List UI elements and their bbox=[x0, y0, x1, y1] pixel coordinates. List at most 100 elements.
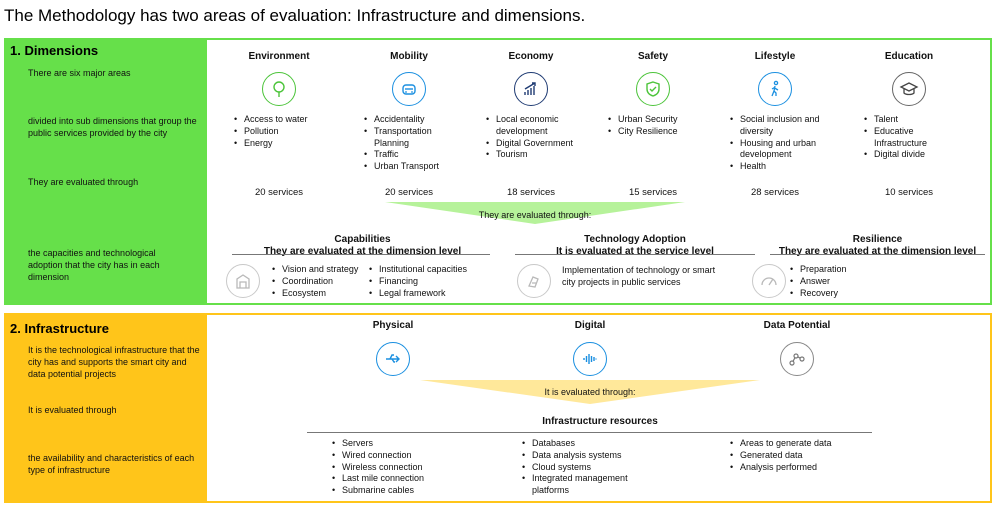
list-item: Data analysis systems bbox=[522, 450, 662, 462]
dimension-subareas-list: Urban SecurityCity Resilience bbox=[608, 114, 704, 138]
list-item: Local economic development bbox=[486, 114, 582, 138]
infrastructure-intro-text: It is the technological infrastructure t… bbox=[28, 345, 200, 379]
technology-divider bbox=[515, 254, 755, 255]
infrastructure-resources-title: Infrastructure resources bbox=[542, 416, 658, 427]
dimensions-evaluated-text: They are evaluated through bbox=[28, 177, 139, 187]
resources-digital-list: Databases Data analysis systems Cloud sy… bbox=[522, 438, 662, 497]
services-count: 20 services bbox=[254, 187, 304, 198]
list-item: Areas to generate data bbox=[730, 438, 832, 450]
hand-device-icon bbox=[517, 264, 551, 298]
dimensions-content-panel bbox=[207, 38, 992, 305]
services-count: 18 services bbox=[506, 187, 556, 198]
dimension-area-title: Mobility bbox=[390, 51, 428, 62]
resilience-divider bbox=[770, 254, 985, 255]
list-item: Energy bbox=[234, 138, 330, 150]
list-item: Financing bbox=[369, 276, 467, 288]
dimension-area-title: Lifestyle bbox=[754, 51, 796, 62]
infrastructure-side-panel: 2. Infrastructure It is the technologica… bbox=[4, 313, 207, 503]
list-item: Vision and strategy bbox=[272, 264, 358, 276]
technology-title: Technology Adoption It is evaluated at t… bbox=[515, 234, 755, 258]
shield-check-icon bbox=[636, 72, 670, 106]
dimension-subareas-list: Access to waterPollutionEnergy bbox=[234, 114, 330, 149]
services-count: 10 services bbox=[884, 187, 934, 198]
resilience-title-text: Resilience bbox=[852, 234, 903, 245]
infrastructure-evaluated-text: It is evaluated through bbox=[28, 405, 117, 415]
resilience-list: Preparation Answer Recovery bbox=[790, 264, 847, 299]
list-item: Access to water bbox=[234, 114, 330, 126]
technology-text: Implementation of technology or smart ci… bbox=[562, 265, 716, 287]
list-item: Preparation bbox=[790, 264, 847, 276]
resources-data-list: Areas to generate data Generated data An… bbox=[730, 438, 832, 473]
resources-divider bbox=[307, 432, 872, 433]
list-item: Urban Transport bbox=[364, 161, 460, 173]
list-item: Recovery bbox=[790, 288, 847, 300]
technology-title-text: Technology Adoption bbox=[584, 234, 686, 245]
list-item: Generated data bbox=[730, 450, 832, 462]
building-icon bbox=[226, 264, 260, 298]
car-icon bbox=[392, 72, 426, 106]
graduation-cap-icon bbox=[892, 72, 926, 106]
resilience-title: Resilience They are evaluated at the dim… bbox=[770, 234, 985, 258]
resources-physical-list: Servers Wired connection Wireless connec… bbox=[332, 438, 424, 497]
infrastructure-banner-label: It is evaluated through: bbox=[544, 387, 636, 397]
dimension-area-title: Education bbox=[884, 51, 934, 62]
infrastructure-type-data-potential: Data Potential bbox=[763, 320, 831, 331]
infrastructure-type-physical: Physical bbox=[372, 320, 414, 331]
infrastructure-banner-shape bbox=[420, 380, 760, 404]
dimension-subareas-list: AccidentalityTransportation PlanningTraf… bbox=[364, 114, 460, 173]
services-count: 15 services bbox=[628, 187, 678, 198]
list-item: Databases bbox=[522, 438, 662, 450]
services-count: 20 services bbox=[384, 187, 434, 198]
list-item: Ecosystem bbox=[272, 288, 358, 300]
dimensions-subdimensions-text: divided into sub dimensions that group t… bbox=[28, 116, 197, 138]
list-item: Wireless connection bbox=[332, 462, 424, 474]
capabilities-divider bbox=[232, 254, 490, 255]
dimension-area-title: Environment bbox=[248, 51, 310, 62]
list-item: Submarine cables bbox=[332, 485, 424, 497]
infrastructure-heading: 2. Infrastructure bbox=[10, 321, 109, 336]
dimensions-banner-label: They are evaluated through: bbox=[478, 210, 592, 220]
sound-wave-icon bbox=[573, 342, 607, 376]
capabilities-title: Capabilities They are evaluated at the d… bbox=[235, 234, 490, 258]
list-item: Last mile connection bbox=[332, 473, 424, 485]
infrastructure-type-digital: Digital bbox=[574, 320, 606, 331]
dimension-subareas-list: Social inclusion and diversityHousing an… bbox=[730, 114, 830, 173]
dimensions-heading: 1. Dimensions bbox=[10, 43, 99, 58]
list-item: Servers bbox=[332, 438, 424, 450]
list-item: Answer bbox=[790, 276, 847, 288]
dimension-area-title: Safety bbox=[637, 51, 668, 62]
resilience-subtitle: They are evaluated at the dimension leve… bbox=[778, 246, 977, 257]
dimensions-banner-shape bbox=[385, 202, 685, 224]
technology-subtitle: It is evaluated at the service level bbox=[556, 246, 714, 257]
capabilities-subtitle: They are evaluated at the dimension leve… bbox=[263, 246, 462, 257]
capabilities-list-2: Institutional capacities Financing Legal… bbox=[369, 264, 467, 299]
dimension-subareas-list: Local economic developmentDigital Govern… bbox=[486, 114, 582, 161]
capabilities-list-1: Vision and strategy Coordination Ecosyst… bbox=[272, 264, 358, 299]
services-count: 28 services bbox=[750, 187, 800, 198]
dimension-subareas-list: TalentEducative InfrastructureDigital di… bbox=[864, 114, 960, 161]
list-item: Housing and urban development bbox=[730, 138, 830, 162]
list-item: Wired connection bbox=[332, 450, 424, 462]
dimensions-capacities-text: the capacities and technological adoptio… bbox=[28, 248, 160, 282]
list-item: Urban Security bbox=[608, 114, 704, 126]
usb-icon bbox=[376, 342, 410, 376]
tree-icon bbox=[262, 72, 296, 106]
gauge-icon bbox=[752, 264, 786, 298]
page-title: The Methodology has two areas of evaluat… bbox=[4, 6, 586, 25]
list-item: Cloud systems bbox=[522, 462, 662, 474]
network-nodes-icon bbox=[780, 342, 814, 376]
list-item: Legal framework bbox=[369, 288, 467, 300]
list-item: Transportation Planning bbox=[364, 126, 460, 150]
walking-person-icon bbox=[758, 72, 792, 106]
list-item: Talent bbox=[864, 114, 960, 126]
list-item: City Resilience bbox=[608, 126, 704, 138]
list-item: Analysis performed bbox=[730, 462, 832, 474]
growth-chart-icon bbox=[514, 72, 548, 106]
list-item: Traffic bbox=[364, 149, 460, 161]
list-item: Tourism bbox=[486, 149, 582, 161]
dimension-area-title: Economy bbox=[508, 51, 554, 62]
list-item: Social inclusion and diversity bbox=[730, 114, 830, 138]
infrastructure-availability-text: the availability and characteristics of … bbox=[28, 453, 195, 475]
list-item: Digital Government bbox=[486, 138, 582, 150]
list-item: Institutional capacities bbox=[369, 264, 467, 276]
